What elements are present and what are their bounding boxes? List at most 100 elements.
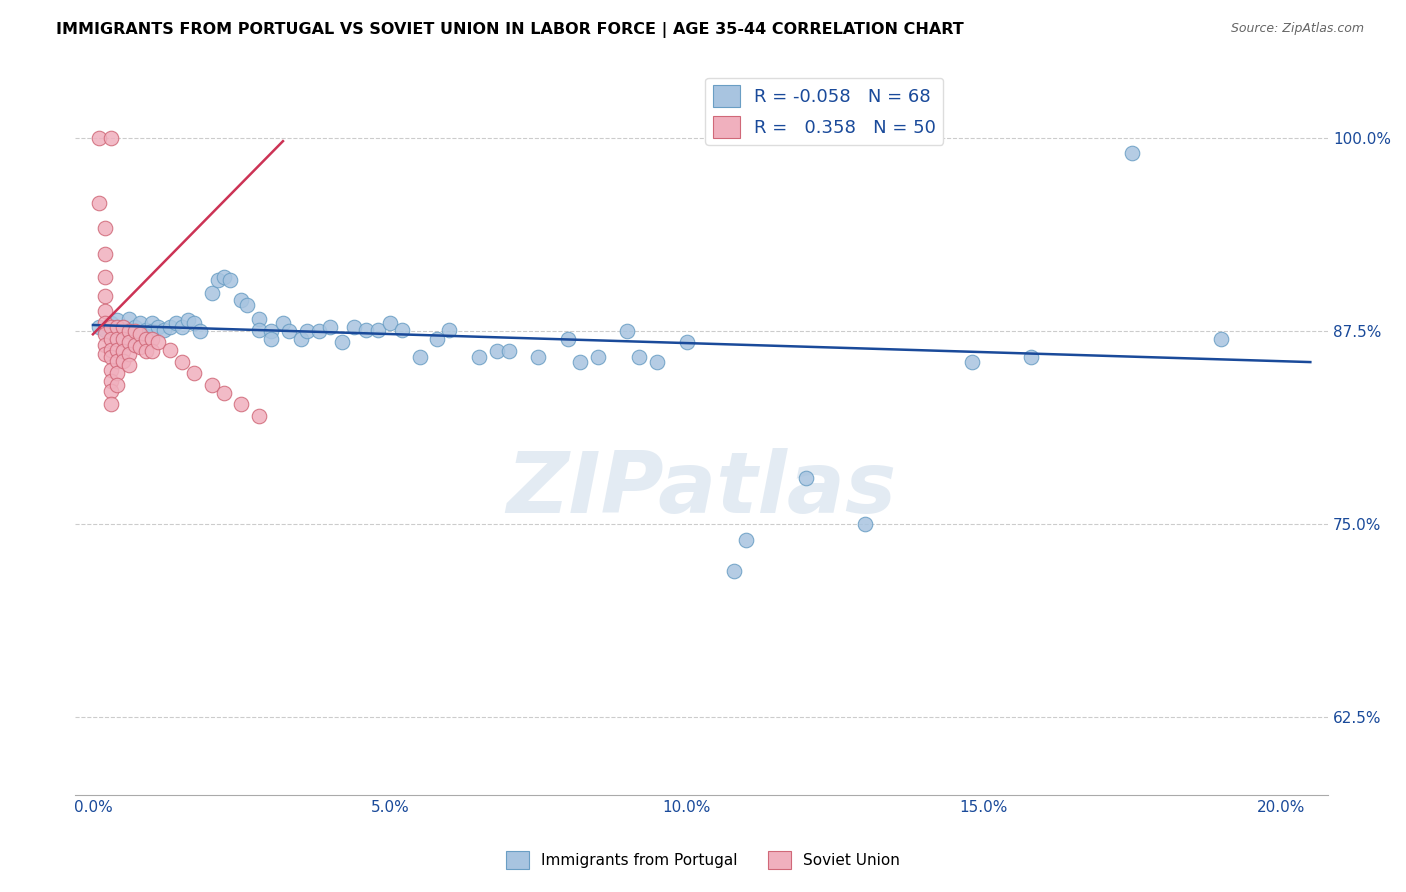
Point bbox=[378, 317, 401, 331]
Point bbox=[231, 293, 253, 308]
Point bbox=[100, 343, 122, 357]
Point bbox=[723, 564, 745, 578]
Point bbox=[105, 343, 128, 357]
Point bbox=[231, 397, 253, 411]
Point bbox=[260, 324, 283, 338]
Point bbox=[735, 533, 758, 547]
Point bbox=[94, 304, 117, 318]
Point bbox=[105, 332, 128, 346]
Point bbox=[141, 317, 163, 331]
Point bbox=[94, 247, 117, 261]
Point bbox=[170, 319, 193, 334]
Point bbox=[439, 323, 461, 337]
Point bbox=[117, 311, 139, 326]
Point bbox=[129, 317, 152, 331]
Point bbox=[111, 324, 134, 338]
Point bbox=[111, 319, 134, 334]
Point bbox=[853, 517, 876, 532]
Point bbox=[159, 343, 181, 357]
Point bbox=[105, 366, 128, 380]
Point bbox=[183, 317, 205, 331]
Point bbox=[271, 317, 294, 331]
Point bbox=[100, 317, 122, 331]
Point bbox=[1019, 351, 1042, 365]
Point bbox=[141, 332, 163, 346]
Point bbox=[124, 338, 146, 352]
Point bbox=[675, 334, 697, 349]
Point bbox=[616, 324, 638, 338]
Point bbox=[586, 351, 609, 365]
Point bbox=[111, 344, 134, 359]
Point bbox=[188, 324, 211, 338]
Point bbox=[105, 323, 128, 337]
Point bbox=[468, 351, 491, 365]
Point bbox=[100, 319, 122, 334]
Point bbox=[94, 220, 117, 235]
Point bbox=[485, 344, 508, 359]
Point bbox=[148, 334, 170, 349]
Point bbox=[212, 386, 235, 401]
Point bbox=[247, 311, 270, 326]
Point bbox=[236, 298, 259, 312]
Point bbox=[105, 319, 128, 334]
Point bbox=[124, 328, 146, 343]
Point bbox=[117, 323, 139, 337]
Point bbox=[177, 313, 200, 327]
Point bbox=[94, 288, 117, 302]
Legend: R = -0.058   N = 68, R =   0.358   N = 50: R = -0.058 N = 68, R = 0.358 N = 50 bbox=[706, 78, 943, 145]
Point bbox=[308, 324, 330, 338]
Point bbox=[645, 355, 668, 369]
Point bbox=[218, 273, 240, 287]
Point bbox=[124, 324, 146, 338]
Point bbox=[111, 319, 134, 334]
Point bbox=[87, 131, 110, 145]
Point bbox=[319, 319, 342, 334]
Point bbox=[354, 323, 377, 337]
Point bbox=[343, 319, 366, 334]
Text: ZIPatlas: ZIPatlas bbox=[506, 448, 897, 532]
Point bbox=[124, 319, 146, 334]
Point bbox=[135, 323, 157, 337]
Point bbox=[247, 409, 270, 424]
Point bbox=[135, 332, 157, 346]
Point bbox=[557, 332, 579, 346]
Point bbox=[135, 344, 157, 359]
Point bbox=[290, 332, 312, 346]
Text: IMMIGRANTS FROM PORTUGAL VS SOVIET UNION IN LABOR FORCE | AGE 35-44 CORRELATION : IMMIGRANTS FROM PORTUGAL VS SOVIET UNION… bbox=[56, 22, 965, 38]
Point bbox=[100, 131, 122, 145]
Point bbox=[568, 355, 591, 369]
Point bbox=[117, 334, 139, 349]
Point bbox=[183, 366, 205, 380]
Point bbox=[201, 285, 224, 300]
Text: Source: ZipAtlas.com: Source: ZipAtlas.com bbox=[1230, 22, 1364, 36]
Point bbox=[170, 355, 193, 369]
Point bbox=[159, 319, 181, 334]
Legend: Immigrants from Portugal, Soviet Union: Immigrants from Portugal, Soviet Union bbox=[499, 845, 907, 875]
Point bbox=[87, 319, 110, 334]
Point bbox=[212, 270, 235, 285]
Point bbox=[141, 324, 163, 338]
Point bbox=[87, 196, 110, 211]
Point bbox=[94, 317, 117, 331]
Point bbox=[100, 384, 122, 399]
Point bbox=[129, 340, 152, 354]
Point bbox=[1121, 146, 1143, 161]
Point bbox=[260, 332, 283, 346]
Point bbox=[129, 327, 152, 342]
Point bbox=[391, 323, 413, 337]
Point bbox=[141, 344, 163, 359]
Point bbox=[277, 324, 299, 338]
Point bbox=[247, 323, 270, 337]
Point bbox=[148, 319, 170, 334]
Point bbox=[367, 323, 389, 337]
Point bbox=[105, 378, 128, 392]
Point bbox=[100, 374, 122, 388]
Point bbox=[527, 351, 550, 365]
Point bbox=[94, 347, 117, 361]
Point bbox=[94, 323, 117, 337]
Point bbox=[426, 332, 449, 346]
Point bbox=[94, 338, 117, 352]
Point bbox=[105, 353, 128, 368]
Point bbox=[295, 324, 318, 338]
Point bbox=[165, 317, 187, 331]
